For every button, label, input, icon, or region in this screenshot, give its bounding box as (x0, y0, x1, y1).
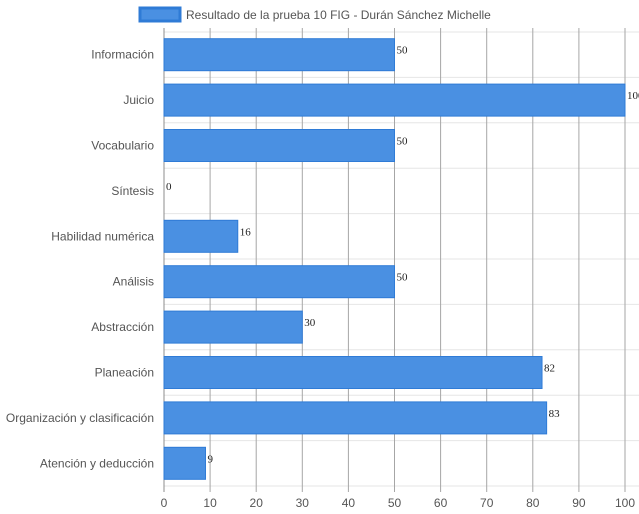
x-tick-label: 70 (480, 496, 494, 510)
bar[interactable] (163, 401, 548, 435)
data-label: 16 (240, 226, 252, 238)
data-label: 83 (549, 408, 561, 420)
x-tick-label: 60 (434, 496, 448, 510)
data-labels: 50 100 50 0 16 50 30 82 83 9 (166, 45, 639, 466)
data-label: 30 (304, 317, 316, 329)
data-label: 100 (627, 90, 639, 102)
x-tick-label: 30 (296, 496, 310, 510)
x-tick-label: 10 (203, 496, 217, 510)
category-label: Análisis (113, 275, 154, 289)
bar[interactable] (163, 265, 395, 299)
category-labels: Información Juicio Vocabulario Síntesis Habi… (6, 48, 154, 471)
x-tick-label: 80 (526, 496, 540, 510)
bar[interactable] (163, 129, 395, 162)
x-tick-label: 50 (388, 496, 402, 510)
category-label: Atención y deducción (40, 456, 154, 470)
category-label: Información (91, 48, 154, 62)
data-label: 50 (397, 272, 409, 284)
data-label: 50 (397, 136, 409, 148)
bar[interactable] (163, 83, 626, 117)
bar[interactable] (163, 356, 543, 389)
category-label: Juicio (123, 93, 154, 107)
x-axis-ticks: 0 10 20 30 40 50 60 70 80 90 100 (161, 496, 636, 510)
bar[interactable] (163, 310, 303, 344)
legend: Resultado de la prueba 10 FIG - Durán Sá… (138, 6, 491, 23)
x-tick-label: 0 (161, 496, 168, 510)
legend-swatch (138, 6, 182, 23)
bar[interactable] (163, 38, 395, 72)
x-tick-label: 100 (615, 496, 635, 510)
bars (163, 38, 626, 480)
category-label: Vocabulario (91, 139, 154, 153)
category-label: Organización y clasificación (6, 411, 154, 425)
data-label: 0 (166, 181, 172, 193)
bar[interactable] (163, 219, 239, 253)
data-label: 50 (397, 45, 409, 57)
category-label: Abstracción (91, 320, 154, 334)
data-label: 82 (544, 363, 555, 375)
x-tick-label: 40 (342, 496, 356, 510)
bar[interactable] (163, 446, 206, 480)
x-tick-label: 90 (572, 496, 586, 510)
category-label: Habilidad numérica (51, 229, 154, 243)
legend-label: Resultado de la prueba 10 FIG - Durán Sá… (186, 8, 491, 22)
data-label: 9 (207, 453, 213, 465)
category-label: Síntesis (111, 184, 154, 198)
category-label: Planeación (95, 366, 154, 380)
x-tick-label: 20 (250, 496, 264, 510)
